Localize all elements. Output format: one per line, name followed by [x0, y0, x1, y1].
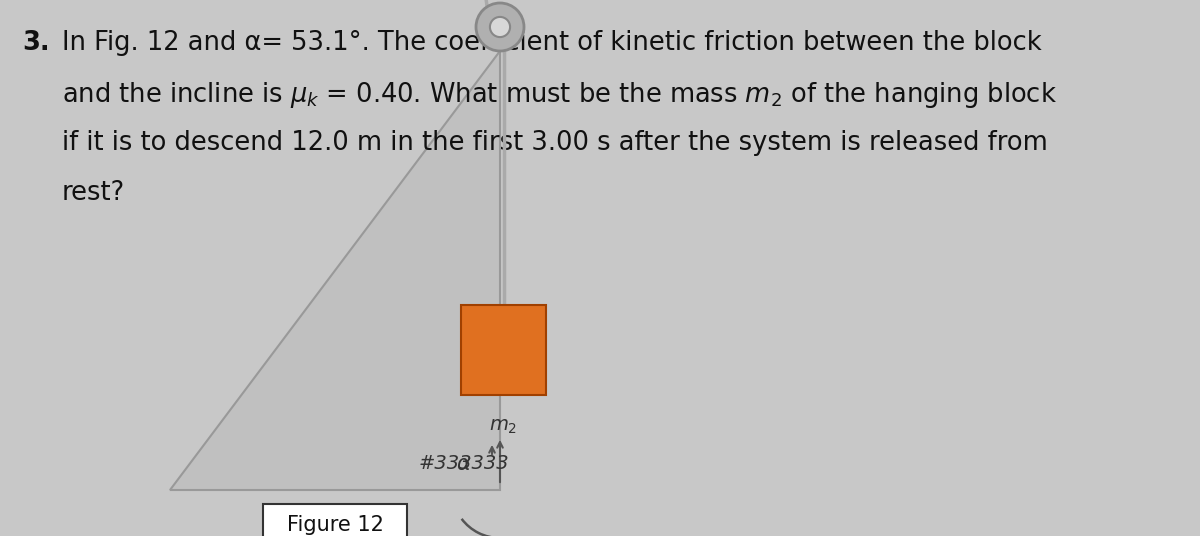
Text: 3.: 3. [22, 30, 49, 56]
Text: and the incline is $\mu_k$ = 0.40. What must be the mass $m_2$ of the hanging bl: and the incline is $\mu_k$ = 0.40. What … [62, 80, 1057, 110]
Circle shape [476, 3, 524, 51]
FancyBboxPatch shape [263, 504, 407, 536]
Circle shape [490, 17, 510, 37]
Text: In Fig. 12 and α= 53.1°. The coefficient of kinetic friction between the block: In Fig. 12 and α= 53.1°. The coefficient… [62, 30, 1042, 56]
Text: $\alpha$: $\alpha$ [456, 453, 472, 474]
Bar [461, 305, 546, 395]
Text: #333333: #333333 [419, 454, 509, 473]
Text: Figure 12: Figure 12 [287, 515, 384, 535]
Text: if it is to descend 12.0 m in the first 3.00 s after the system is released from: if it is to descend 12.0 m in the first … [62, 130, 1048, 156]
Polygon shape [170, 51, 500, 490]
Text: $m_2$: $m_2$ [490, 417, 517, 436]
Text: rest?: rest? [62, 180, 125, 206]
